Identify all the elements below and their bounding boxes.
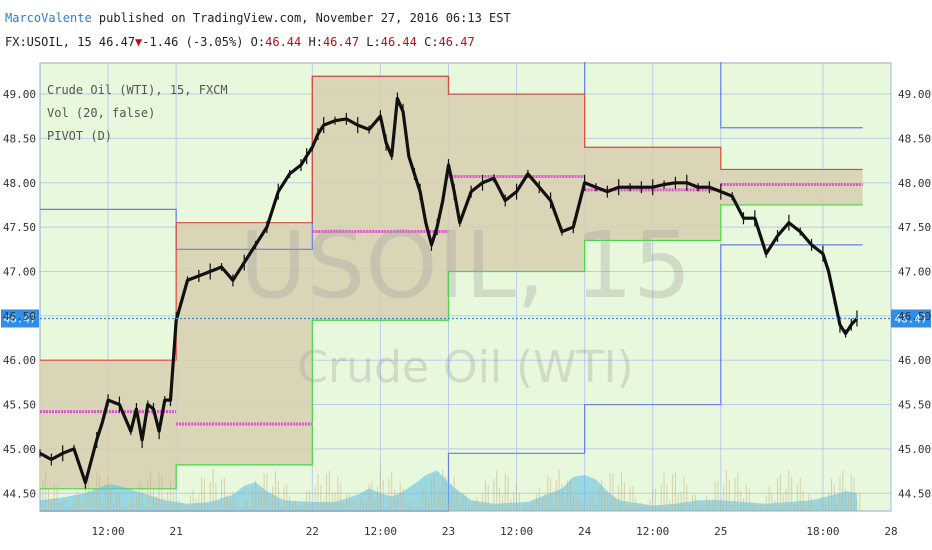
pivot-fill — [448, 94, 585, 272]
x-tick-label: 24 — [578, 525, 592, 538]
x-tick-label: 21 — [170, 525, 183, 538]
y-tick-label-right: 48.00 — [898, 177, 931, 190]
y-tick-label-left: 44.50 — [3, 487, 36, 500]
open-label: O: — [243, 35, 266, 49]
y-tick-label-left: 47.50 — [3, 221, 36, 234]
y-tick-label-right: 46.00 — [898, 354, 931, 367]
y-tick-label-left: 45.50 — [3, 399, 36, 412]
last-price-label-left: 46.47 — [3, 312, 36, 325]
pivot-fill — [40, 360, 177, 489]
low-value: 46.44 — [380, 35, 417, 49]
y-tick-label-left: 45.00 — [3, 443, 36, 456]
y-tick-label-left: 48.00 — [3, 177, 36, 190]
y-tick-label-right: 46.50 — [898, 310, 931, 323]
open-value: 46.44 — [265, 35, 302, 49]
x-tick-label: 18:00 — [806, 525, 839, 538]
y-tick-label-left: 48.50 — [3, 132, 36, 145]
last-price-value: 46.47 — [98, 35, 136, 49]
pivot-s1-line — [40, 204, 863, 490]
published-text: published on TradingView.com, November 2… — [91, 11, 511, 25]
last-price-badge-left — [1, 309, 39, 328]
y-tick-label-right: 48.50 — [898, 132, 931, 145]
last-price-label-right: 46.47 — [894, 312, 927, 325]
x-tick-label: 12:00 — [92, 525, 125, 538]
legend-entry: Vol (20, false) — [47, 106, 155, 120]
y-tick-label-right: 45.00 — [898, 443, 931, 456]
x-tick-label: 12:00 — [364, 525, 397, 538]
symbol-label: FX:USOIL, 15 — [5, 35, 99, 49]
legend-entry: Crude Oil (WTI), 15, FXCM — [47, 83, 228, 97]
pivot-fill — [720, 169, 863, 205]
x-tick-label: 23 — [442, 525, 455, 538]
x-tick-label: 28 — [884, 525, 897, 538]
y-tick-label-right: 47.00 — [898, 265, 931, 278]
high-value: 46.47 — [322, 35, 360, 49]
y-tick-label-left: 46.50 — [3, 310, 36, 323]
price-series-line — [39, 96, 859, 485]
watermark-symbol: USOIL, 15 — [239, 212, 691, 319]
y-tick-label-left: 47.00 — [3, 265, 36, 278]
low-label: L: — [359, 35, 381, 49]
y-tick-label-left: 49.00 — [3, 88, 36, 101]
high-label: H: — [301, 35, 323, 49]
x-tick-label: 22 — [306, 525, 319, 538]
y-tick-label-right: 44.50 — [898, 487, 931, 500]
close-label: C: — [416, 35, 439, 49]
x-tick-label: 25 — [714, 525, 727, 538]
change-value: -1.46 (-3.05%) — [142, 35, 244, 49]
y-tick-label-right: 49.00 — [898, 88, 931, 101]
legend-entry: PIVOT (D) — [47, 129, 112, 143]
pivot-r1-line — [40, 75, 863, 361]
x-tick-label: 12:00 — [500, 525, 533, 538]
author-link[interactable]: MarcoValente — [5, 11, 92, 25]
watermark-name: Crude Oil (WTI) — [297, 342, 633, 393]
ohlc-line: FX:USOIL, 15 46.47▼-1.46 (-3.05%) O:46.4… — [5, 35, 475, 49]
y-tick-label-left: 46.00 — [3, 354, 36, 367]
y-tick-label-right: 45.50 — [898, 399, 931, 412]
x-tick-label: 12:00 — [636, 525, 669, 538]
y-tick-label-right: 47.50 — [898, 221, 931, 234]
down-arrow-icon: ▼ — [135, 35, 143, 49]
last-price-badge-right — [891, 309, 931, 328]
chart-header: MarcoValente published on TradingView.co… — [0, 0, 932, 62]
publish-line: MarcoValente published on TradingView.co… — [5, 11, 511, 25]
price-chart[interactable]: USOIL, 15 Crude Oil (WTI) 46.47 46.47 49.00 4… — [0, 62, 932, 550]
close-value: 46.47 — [438, 35, 475, 49]
